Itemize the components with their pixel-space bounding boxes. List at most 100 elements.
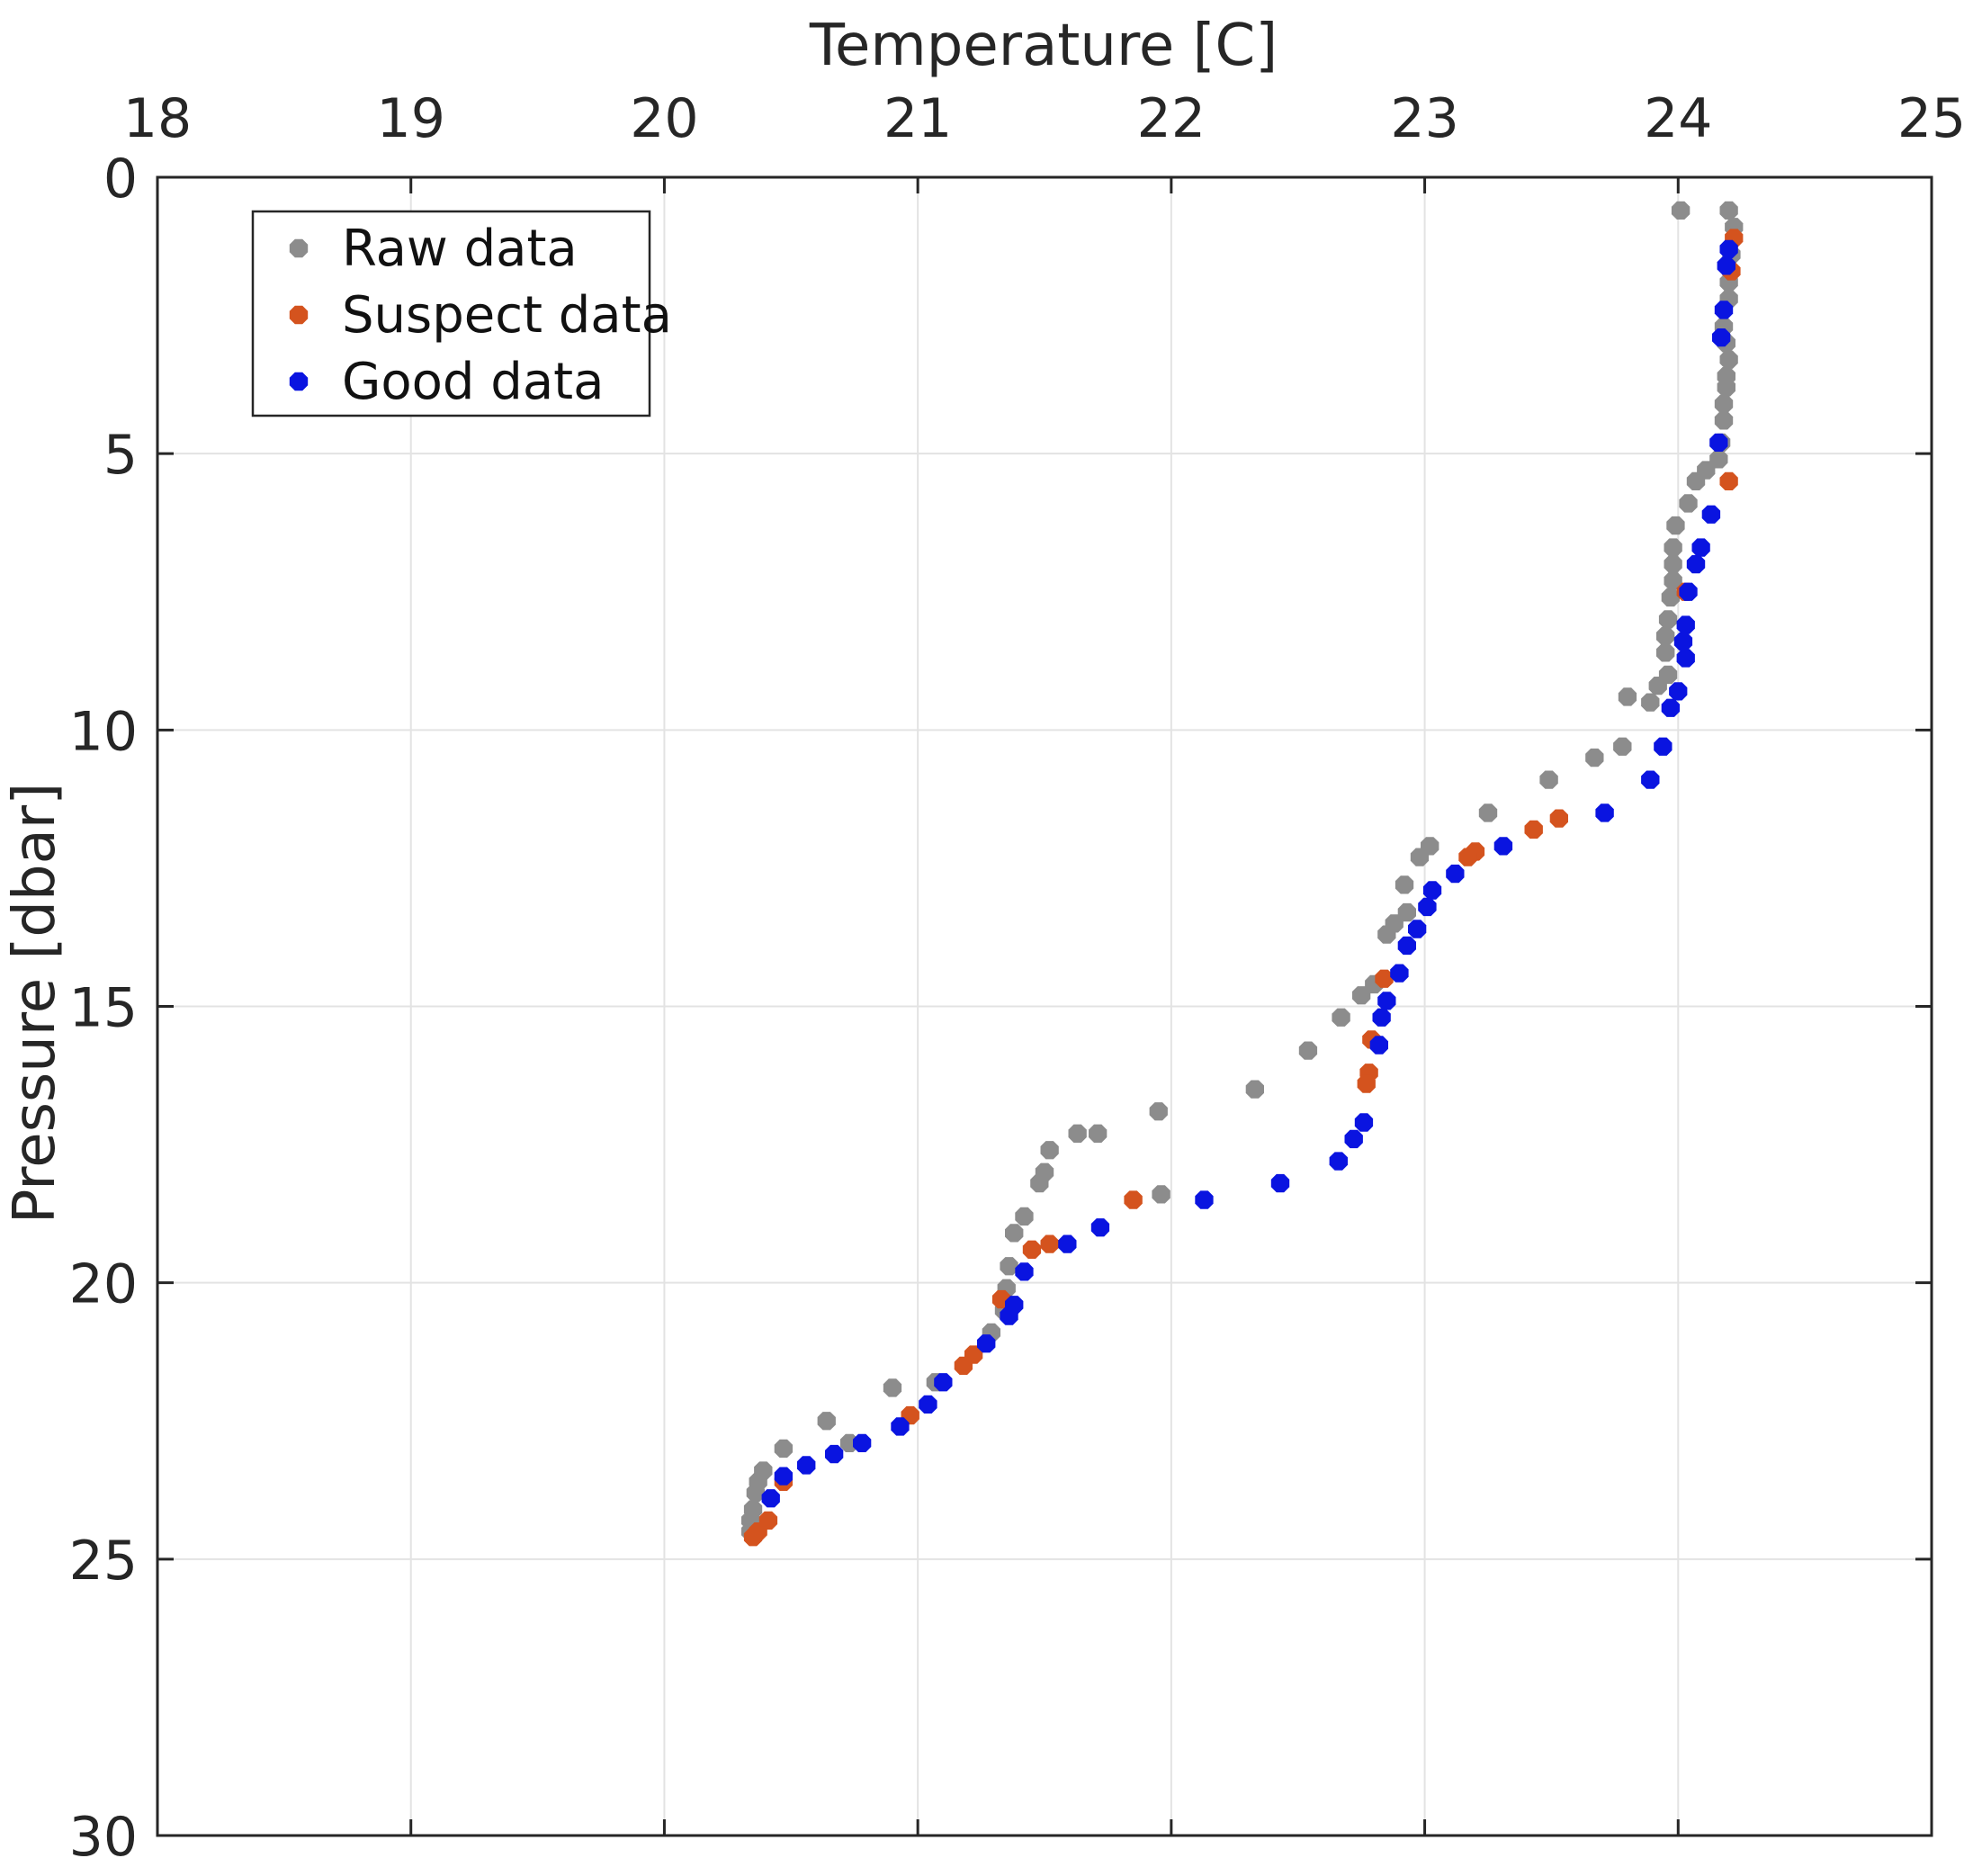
- data-point-suspect: [1719, 471, 1738, 490]
- data-point-raw: [1245, 1080, 1264, 1099]
- data-point-good: [1714, 301, 1734, 319]
- data-point-raw: [1539, 770, 1558, 789]
- data-point-suspect: [743, 1528, 763, 1547]
- y-tick-label: 15: [69, 977, 138, 1040]
- data-point-good: [1390, 964, 1409, 983]
- data-point-good: [1270, 1173, 1290, 1193]
- data-point-good: [761, 1489, 780, 1508]
- data-point-suspect: [1124, 1190, 1143, 1209]
- data-point-good: [1676, 649, 1695, 668]
- data-point-good: [1408, 920, 1427, 938]
- data-point-raw: [1664, 554, 1682, 574]
- data-point-good: [1595, 803, 1614, 822]
- data-point-good: [1712, 328, 1731, 347]
- data-point-raw: [1585, 748, 1604, 767]
- data-point-raw: [1015, 1207, 1034, 1226]
- x-tick-label: 23: [1390, 87, 1458, 150]
- data-point-good: [1058, 1234, 1077, 1253]
- data-point-raw: [1679, 494, 1698, 513]
- data-point-good: [1691, 538, 1710, 557]
- data-point-raw: [1000, 1257, 1018, 1276]
- data-point-raw: [746, 1484, 765, 1503]
- x-tick-label: 20: [630, 87, 698, 150]
- data-point-good: [1090, 1218, 1110, 1237]
- x-tick-label: 25: [1897, 87, 1966, 150]
- data-point-suspect: [1458, 848, 1477, 866]
- y-tick-label: 25: [69, 1530, 138, 1593]
- y-tick-label: 20: [69, 1253, 138, 1316]
- data-point-good: [1354, 1113, 1374, 1132]
- data-point-raw: [1410, 848, 1430, 866]
- axis-ticks: 18 19 20 21 22 23 24 25 0 5 10 15 20 25 30: [69, 87, 1967, 1869]
- data-point-raw: [1377, 925, 1396, 944]
- legend-label-good: Good data: [342, 353, 604, 411]
- data-point-good: [774, 1467, 793, 1486]
- data-point-suspect: [1549, 809, 1568, 828]
- data-point-raw: [1613, 737, 1632, 756]
- legend-marker-suspect: [289, 305, 309, 325]
- data-point-good: [1493, 837, 1513, 856]
- data-point-good: [919, 1395, 937, 1414]
- data-point-good: [1673, 632, 1693, 651]
- data-point-raw: [1666, 516, 1685, 535]
- data-point-raw: [1641, 693, 1660, 712]
- data-point-good: [1679, 582, 1698, 601]
- data-point-good: [797, 1456, 816, 1475]
- data-point-raw: [1719, 201, 1738, 220]
- x-tick-label: 21: [883, 87, 952, 150]
- data-point-raw: [817, 1412, 836, 1431]
- y-tick-label: 5: [103, 424, 138, 487]
- legend-marker-good: [289, 372, 309, 391]
- grid-lines: [157, 177, 1932, 1836]
- y-tick-label: 10: [69, 700, 138, 763]
- data-point-raw: [1089, 1124, 1108, 1143]
- data-point-raw: [1714, 394, 1734, 413]
- data-point-raw: [883, 1378, 902, 1397]
- data-point-raw: [1671, 201, 1691, 220]
- data-point-suspect: [1022, 1240, 1042, 1259]
- data-point-raw: [1397, 902, 1416, 922]
- data-point-good: [1661, 698, 1680, 717]
- data-point-good: [1654, 737, 1673, 756]
- data-point-raw: [1664, 571, 1682, 590]
- data-point-good: [1344, 1129, 1363, 1149]
- data-point-raw: [1664, 538, 1682, 557]
- data-point-raw: [1298, 1041, 1318, 1060]
- data-point-good: [891, 1417, 910, 1436]
- data-point-raw: [1618, 687, 1637, 706]
- data-point-raw: [1719, 350, 1738, 369]
- data-point-raw: [1332, 1008, 1350, 1027]
- x-tick-label: 18: [123, 87, 192, 150]
- data-point-good: [977, 1334, 996, 1353]
- data-point-raw: [1656, 626, 1675, 646]
- data-point-raw: [1661, 588, 1680, 607]
- data-point-raw: [774, 1439, 793, 1459]
- data-point-raw: [1648, 677, 1667, 696]
- data-points: [741, 201, 1744, 1547]
- data-point-raw: [1005, 1224, 1024, 1243]
- data-point-good: [1641, 770, 1660, 789]
- data-point-raw: [1068, 1124, 1087, 1143]
- data-point-good: [1377, 992, 1396, 1010]
- data-point-good: [1422, 881, 1442, 900]
- legend-marker-raw: [289, 238, 309, 258]
- data-point-good: [825, 1444, 844, 1464]
- legend: Raw data Suspect data Good data: [251, 210, 672, 417]
- data-point-raw: [1658, 610, 1678, 629]
- data-point-good: [1397, 936, 1416, 956]
- data-point-good: [1686, 554, 1706, 574]
- legend-box: [251, 210, 651, 417]
- data-point-raw: [1152, 1185, 1170, 1204]
- x-tick-label: 19: [377, 87, 445, 150]
- data-point-good: [1676, 615, 1695, 634]
- data-point-raw: [1395, 875, 1414, 894]
- data-point-suspect: [1040, 1234, 1059, 1253]
- data-point-good: [1369, 1036, 1388, 1055]
- data-point-raw: [1656, 643, 1675, 662]
- x-tick-label: 24: [1644, 87, 1712, 150]
- data-point-good: [1015, 1262, 1034, 1281]
- y-tick-label: 30: [69, 1806, 138, 1869]
- data-point-good: [1717, 256, 1735, 275]
- x-tick-label: 22: [1137, 87, 1206, 150]
- data-point-good: [1195, 1190, 1214, 1209]
